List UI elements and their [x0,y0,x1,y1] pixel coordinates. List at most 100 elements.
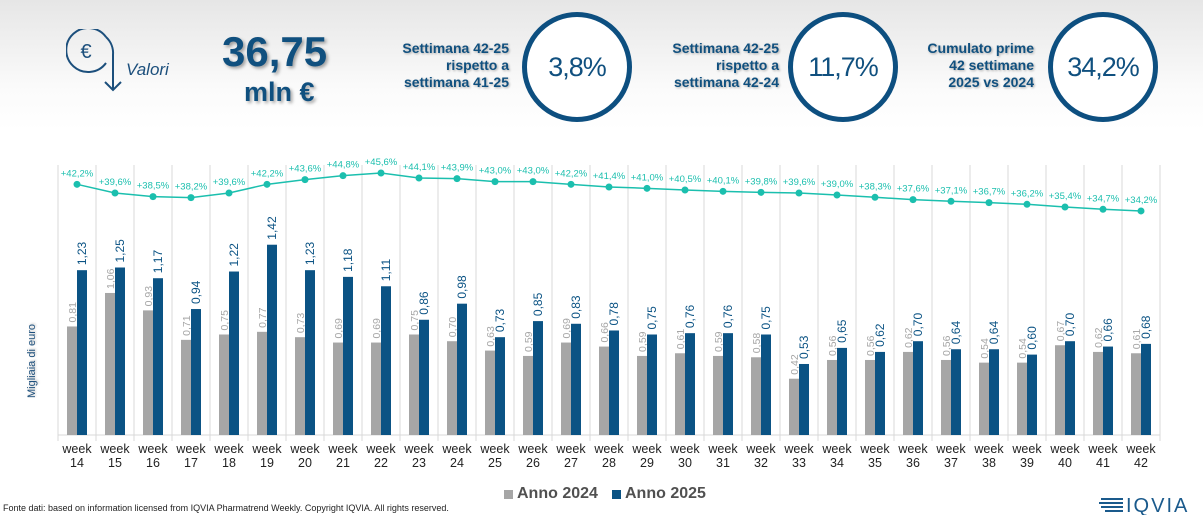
bar-label-2025: 0,76 [721,304,735,328]
bar-2024 [485,350,495,435]
x-tick-label-number: 42 [1134,456,1148,470]
growth-label: +35,4% [1049,191,1082,202]
growth-point [453,175,461,183]
bar-2025 [1027,354,1037,435]
x-tick-label-number: 21 [336,456,350,470]
bar-label-2025: 0,62 [873,323,887,347]
x-tick-label-week: week [1049,442,1080,456]
bar-2025 [609,330,619,435]
bar-label-2024: 0,54 [1017,338,1029,359]
bar-label-2025: 0,64 [949,321,963,345]
bar-2024 [295,337,305,435]
bar-label-2024: 0,54 [979,338,991,359]
growth-point [833,191,841,199]
kpi-value-cumulative: 34,2% [1067,51,1140,82]
growth-point [377,169,385,177]
growth-label: +43,9% [441,163,474,174]
growth-label: +45,6% [365,157,398,168]
x-tick-label-number: 17 [184,456,198,470]
bar-2025 [115,267,125,435]
bar-label-2025: 0,98 [455,275,469,299]
growth-point [985,199,993,207]
bar-2024 [751,357,761,435]
bar-label-2025: 0,70 [911,313,925,337]
iqvia-logo: IQVIA [1099,495,1187,515]
kpi-label-weekly: Settimana 42-25 rispetto a settimana 41-… [402,40,509,90]
bar-2024 [827,359,837,435]
total-value: 36,75 [222,28,328,75]
growth-label: +36,2% [1011,188,1044,199]
bar-2024 [1131,353,1141,435]
x-tick-label-week: week [555,442,586,456]
bar-label-2025: 0,94 [189,280,203,304]
bar-label-2025: 0,64 [987,321,1001,345]
bar-label-2025: 0,76 [683,304,697,328]
bar-2025 [495,337,505,435]
x-tick-label-week: week [859,442,890,456]
bar-label-2024: 0,62 [903,327,915,348]
x-tick-label-week: week [821,442,852,456]
bar-label-2024: 0,62 [1093,327,1105,348]
x-tick-label-number: 36 [906,456,920,470]
bar-2025 [989,349,999,435]
bar-label-2024: 0,69 [371,318,383,339]
bar-label-2024: 0,56 [865,335,877,356]
bar-label-2025: 1,25 [113,239,127,263]
x-tick-label-number: 35 [868,456,882,470]
bar-label-2025: 0,83 [569,295,583,319]
bar-label-2024: 0,42 [789,354,801,375]
kpi-value-weekly: 3,8% [548,51,607,82]
x-tick-label-number: 14 [70,456,84,470]
bar-2024 [523,355,533,435]
kpi-label-yoy: Settimana 42-25 rispetto a settimana 42-… [672,40,779,90]
legend-swatch-2024 [504,489,513,499]
growth-point [225,189,233,197]
bar-2024 [257,331,267,435]
growth-label: +41,4% [593,171,626,182]
growth-point [1137,207,1145,215]
kpi-circle-weekly: 3,8% [522,12,632,122]
x-tick-label-week: week [707,442,738,456]
bar-label-2024: 0,59 [713,331,725,352]
bar-2025 [685,333,695,435]
bar-label-2024: 0,73 [295,313,307,334]
bar-2024 [1093,351,1103,435]
x-tick-label-week: week [1125,442,1156,456]
bar-2025 [153,278,163,435]
growth-point [947,197,955,205]
bar-2025 [229,271,239,435]
x-tick-label-week: week [935,442,966,456]
bar-label-2025: 0,78 [607,302,621,326]
legend-anno-2025: Anno 2025 [612,485,706,503]
x-tick-label-week: week [213,442,244,456]
bar-label-2025: 0,73 [493,308,507,332]
bar-2025 [419,319,429,435]
euro-down-arrow-icon: € [66,29,122,92]
growth-point [605,183,613,191]
growth-label: +42,2% [555,168,588,179]
x-tick-label-week: week [99,442,130,456]
x-tick-label-number: 22 [374,456,388,470]
bar-2025 [381,286,391,435]
x-tick-label-number: 39 [1020,456,1034,470]
growth-point [529,178,537,186]
growth-label: +43,0% [517,166,550,177]
x-tick-label-number: 26 [526,456,540,470]
bar-2025 [1065,341,1075,435]
growth-label: +38,5% [137,181,170,192]
svg-text:€: € [80,41,91,63]
x-tick-label-number: 29 [640,456,654,470]
bar-label-2024: 0,59 [637,331,649,352]
bar-label-2025: 0,70 [1063,313,1077,337]
bar-2024 [371,342,381,435]
bar-label-2024: 0,69 [561,318,573,339]
bar-2025 [761,334,771,435]
bar-2024 [143,310,153,435]
x-tick-label-number: 30 [678,456,692,470]
x-tick-label-number: 33 [792,456,806,470]
bar-2024 [67,326,77,435]
bar-label-2025: 0,66 [1101,318,1115,342]
bar-2024 [333,342,343,435]
growth-label: +42,2% [61,168,94,179]
bar-label-2024: 0,63 [485,326,497,347]
